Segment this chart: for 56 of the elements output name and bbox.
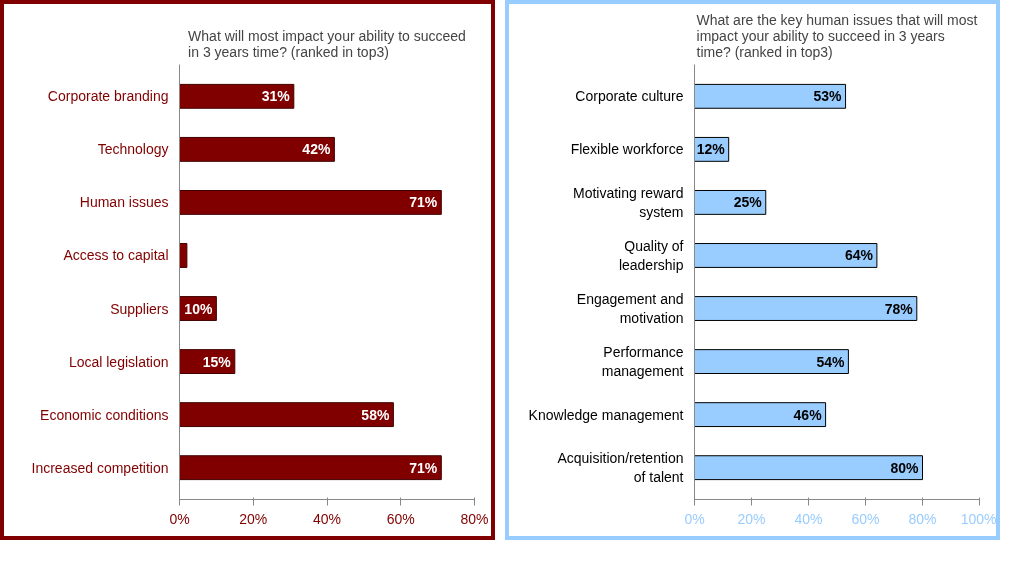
data-label: 15% xyxy=(202,353,232,370)
bar xyxy=(694,349,849,375)
data-label: 80% xyxy=(890,459,920,476)
bar xyxy=(179,136,335,162)
x-tick-label: 0% xyxy=(169,510,190,527)
data-label: 31% xyxy=(261,88,291,105)
x-tick-label: 0% xyxy=(684,510,705,527)
bar xyxy=(179,243,188,268)
x-tick-label: 100% xyxy=(960,510,997,527)
y-tick-label: Technology xyxy=(97,141,169,158)
data-label: 42% xyxy=(302,141,331,158)
data-label: 64% xyxy=(844,247,874,264)
bar xyxy=(694,243,878,268)
bar xyxy=(179,402,394,428)
data-label: 10% xyxy=(184,300,213,317)
x-tick-label: 20% xyxy=(737,510,766,527)
data-label: 78% xyxy=(884,300,914,317)
bar xyxy=(694,455,923,481)
y-tick-label: Engagement and motivation xyxy=(576,290,684,327)
x-tick-label: 80% xyxy=(908,510,937,527)
bar xyxy=(179,455,442,481)
x-tick-label: 20% xyxy=(239,510,268,527)
y-tick-label: Suppliers xyxy=(110,300,169,317)
x-tick-label: 60% xyxy=(386,510,415,527)
data-label: 25% xyxy=(733,194,763,211)
chart-title: What will most impact your ability to succeed in 3 years time? (ranked in top3) xyxy=(188,27,466,60)
y-tick-label: Performance management xyxy=(601,343,684,380)
bar xyxy=(179,189,442,215)
y-tick-label: Human issues xyxy=(79,194,169,211)
bar xyxy=(694,402,827,428)
y-tick-label: Acquisition/retention of talent xyxy=(557,450,684,486)
data-label: 53% xyxy=(813,88,843,105)
y-tick-label: Corporate branding xyxy=(47,88,169,105)
data-label: 46% xyxy=(793,406,823,423)
x-tick-label: 40% xyxy=(312,510,342,527)
data-label: 54% xyxy=(816,353,845,370)
y-tick-label: Local legislation xyxy=(68,353,169,370)
y-tick-label: Knowledge management xyxy=(528,406,684,423)
data-label: 58% xyxy=(361,406,390,423)
bar xyxy=(694,296,918,321)
x-tick-label: 60% xyxy=(851,510,880,527)
bar xyxy=(179,83,295,109)
y-tick-label: Corporate culture xyxy=(575,88,684,105)
data-label: 71% xyxy=(409,194,438,211)
x-tick-label: 80% xyxy=(460,510,489,527)
bar xyxy=(694,83,847,109)
data-label: 12% xyxy=(696,141,726,158)
chart-title: What are the key human issues that will most impact your ability to succeed in 3 years time? (ranked in top3) xyxy=(696,11,978,60)
y-tick-label: Increased competition xyxy=(31,459,169,476)
data-label: 71% xyxy=(409,459,438,476)
x-tick-label: 40% xyxy=(794,510,823,527)
y-tick-label: Economic conditions xyxy=(40,406,169,423)
y-tick-label: Access to capital xyxy=(63,247,169,264)
y-tick-label: Motivating reward system xyxy=(573,184,684,221)
y-tick-label: Flexible workforce xyxy=(570,141,684,158)
y-tick-label: Quality of leadership xyxy=(618,237,684,274)
